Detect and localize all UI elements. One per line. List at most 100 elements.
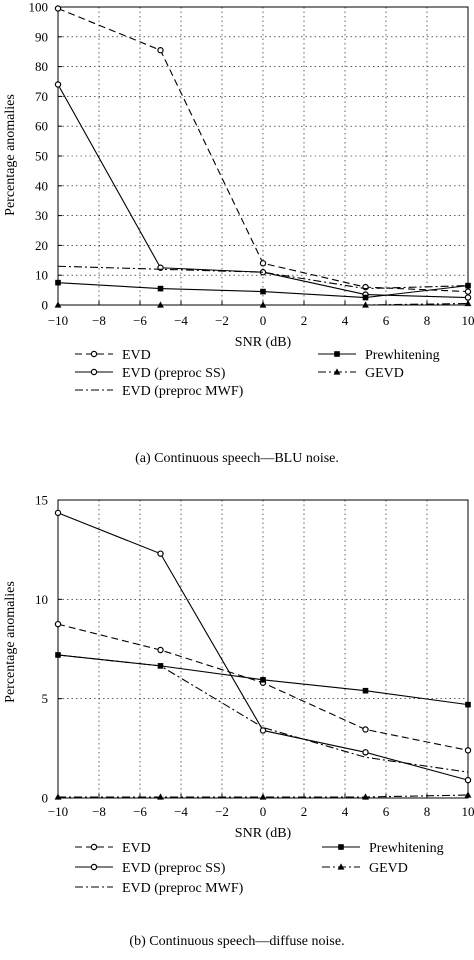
- data-point: [260, 288, 266, 295]
- legend-label: EVD: [122, 348, 151, 363]
- y-tick-label: 0: [42, 298, 49, 313]
- data-point: [55, 652, 61, 658]
- data-point: [54, 793, 62, 800]
- data-point: [362, 687, 369, 694]
- data-point: [259, 793, 267, 800]
- data-point: [464, 294, 472, 301]
- y-tick-label: 90: [35, 29, 48, 44]
- legend-label: EVD (preproc MWF): [122, 881, 244, 896]
- legend-entry: Prewhitening: [322, 841, 444, 856]
- series-evd-preproc-ss: [54, 509, 472, 784]
- data-point: [259, 260, 267, 267]
- legend-marker: [90, 863, 98, 871]
- x-tick-label: −10: [48, 313, 68, 328]
- data-point: [464, 288, 472, 295]
- y-tick-label: 5: [42, 691, 49, 706]
- data-point: [259, 727, 267, 734]
- data-point: [54, 301, 62, 308]
- x-tick-label: −2: [215, 804, 229, 819]
- legend-label: GEVD: [365, 366, 404, 381]
- x-tick-label: 8: [424, 804, 431, 819]
- legend-label: EVD (preproc MWF): [122, 384, 244, 399]
- data-point: [157, 301, 164, 308]
- y-tick-label: 10: [35, 592, 48, 607]
- x-tick-label: 2: [301, 313, 308, 328]
- y-tick-label: 70: [35, 89, 48, 104]
- x-tick-label: −4: [174, 313, 188, 328]
- data-point: [362, 749, 369, 756]
- y-axis-label: Percentage anomalies: [3, 581, 18, 703]
- data-point: [464, 299, 472, 307]
- chart-panel-diffuse-noise: Percentage anomalies SNR (dB) (b) Contin…: [3, 493, 474, 950]
- x-tick-label: 8: [424, 313, 431, 328]
- series-prewhitening: [55, 652, 471, 708]
- legend-label: EVD: [122, 841, 151, 856]
- chart-caption: (b) Continuous speech—diffuse noise.: [129, 934, 344, 949]
- data-point: [157, 646, 164, 654]
- y-tick-label: 80: [35, 59, 48, 74]
- chart-caption: (a) Continuous speech—BLU noise.: [135, 451, 339, 466]
- y-tick-label: 20: [35, 238, 48, 253]
- data-point: [260, 676, 266, 683]
- chart-panel-blu-noise: Percentage anomalies SNR (dB) (a) Contin…: [3, 0, 474, 466]
- legend-marker: [338, 844, 344, 850]
- series-evd: [54, 5, 472, 295]
- data-point: [362, 726, 369, 733]
- data-point: [54, 620, 62, 628]
- x-tick-label: −6: [133, 313, 147, 328]
- data-point: [54, 5, 62, 12]
- data-point: [465, 701, 471, 708]
- x-tick-label: −6: [133, 804, 147, 819]
- legend-entry: EVD (preproc MWF): [75, 384, 244, 399]
- legend-label: GEVD: [369, 861, 408, 876]
- legend-label: EVD (preproc SS): [122, 366, 226, 381]
- legend-marker: [333, 368, 341, 375]
- data-point: [362, 294, 369, 301]
- x-tick-label: 10: [462, 313, 474, 328]
- series-line: [57, 654, 469, 773]
- series-evd-preproc-mwf: [57, 265, 469, 290]
- x-tick-label: 2: [301, 804, 308, 819]
- data-point: [157, 47, 164, 54]
- y-tick-label: 100: [29, 0, 49, 15]
- legend-marker: [90, 368, 98, 376]
- data-point: [157, 663, 164, 669]
- data-point: [157, 793, 164, 800]
- data-point: [464, 776, 472, 784]
- legend-entry: EVD (preproc MWF): [75, 881, 244, 896]
- legend-marker: [337, 863, 345, 870]
- data-point: [465, 282, 471, 289]
- legend-entry: GEVD: [322, 861, 408, 876]
- data-point: [464, 791, 472, 798]
- x-tick-label: 4: [342, 804, 349, 819]
- series-line: [57, 512, 469, 781]
- x-axis-label: SNR (dB): [235, 335, 292, 350]
- data-point: [157, 285, 164, 292]
- x-tick-label: −8: [92, 313, 106, 328]
- x-tick-label: 6: [383, 313, 390, 328]
- series-evd-preproc-ss: [54, 81, 472, 301]
- data-point: [157, 550, 164, 557]
- data-point: [464, 747, 472, 754]
- series-gevd: [54, 299, 472, 308]
- series-line: [57, 265, 469, 290]
- y-tick-label: 60: [35, 119, 48, 134]
- x-tick-label: −4: [174, 804, 188, 819]
- series-gevd: [54, 791, 472, 800]
- legend-marker: [90, 843, 98, 851]
- legend-entry: GEVD: [318, 366, 404, 381]
- x-tick-label: −10: [48, 804, 68, 819]
- legend-entry: EVD (preproc SS): [75, 861, 226, 876]
- y-tick-label: 30: [35, 208, 48, 223]
- series-line: [57, 7, 469, 293]
- data-point: [54, 81, 62, 88]
- series-evd-preproc-mwf: [57, 654, 469, 773]
- x-tick-label: 0: [260, 313, 267, 328]
- series-prewhitening: [55, 279, 471, 301]
- y-tick-label: 0: [42, 791, 49, 806]
- x-axis-label: SNR (dB): [235, 826, 292, 841]
- legend-label: Prewhitening: [369, 841, 444, 856]
- legend-marker: [90, 350, 98, 358]
- y-axis-label: Percentage anomalies: [3, 94, 18, 216]
